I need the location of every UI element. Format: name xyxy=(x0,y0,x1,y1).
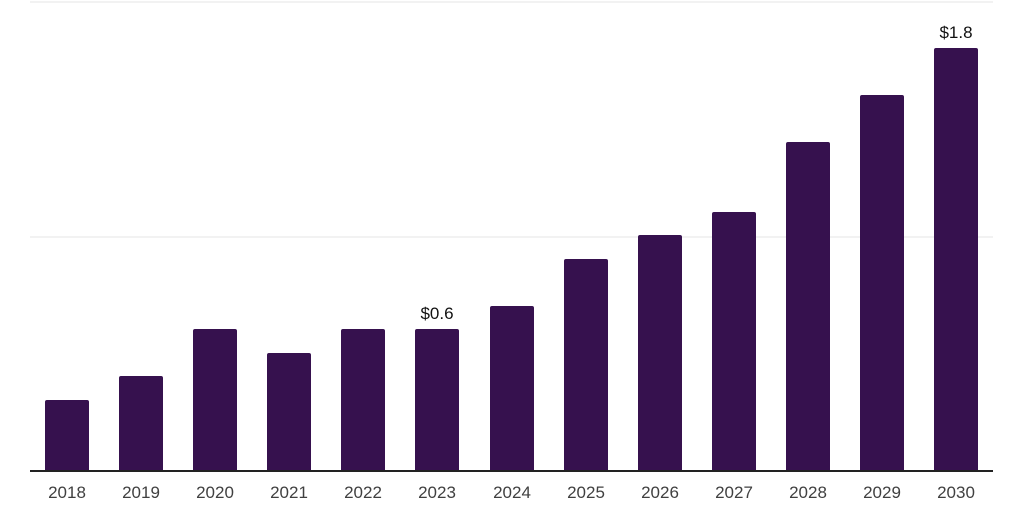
bar-2020 xyxy=(193,329,237,470)
bar-2026 xyxy=(638,235,682,470)
bar-2021 xyxy=(267,353,311,470)
x-axis-line xyxy=(30,470,993,472)
x-tick-label-2023: 2023 xyxy=(418,483,456,502)
bar-2025 xyxy=(564,259,608,470)
gridline xyxy=(30,236,993,238)
x-tick-label-2022: 2022 xyxy=(344,483,382,502)
bar-2024 xyxy=(490,306,534,470)
x-tick-label-2021: 2021 xyxy=(270,483,308,502)
data-label-2030: $1.8 xyxy=(939,23,973,42)
bar-2019 xyxy=(119,376,163,470)
data-label-2023: $0.6 xyxy=(420,304,454,323)
x-tick-label-2029: 2029 xyxy=(863,483,901,502)
x-tick-label-2019: 2019 xyxy=(122,483,160,502)
bar-2022 xyxy=(341,329,385,470)
bar-2030 xyxy=(934,48,978,470)
bar-2023 xyxy=(415,329,459,470)
x-tick-label-2020: 2020 xyxy=(196,483,234,502)
bar-2029 xyxy=(860,95,904,470)
x-tick-label-2030: 2030 xyxy=(937,483,975,502)
x-tick-label-2018: 2018 xyxy=(48,483,86,502)
bar-2018 xyxy=(45,400,89,470)
bar-2028 xyxy=(786,142,830,470)
x-tick-label-2025: 2025 xyxy=(567,483,605,502)
bar-2027 xyxy=(712,212,756,470)
x-tick-label-2028: 2028 xyxy=(789,483,827,502)
x-tick-label-2026: 2026 xyxy=(641,483,679,502)
x-tick-label-2024: 2024 xyxy=(493,483,531,502)
gridline xyxy=(30,1,993,3)
x-tick-label-2027: 2027 xyxy=(715,483,753,502)
